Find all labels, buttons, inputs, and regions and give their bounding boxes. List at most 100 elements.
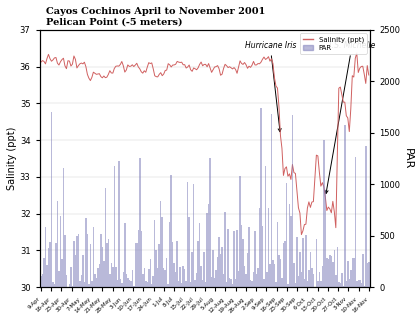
- Bar: [147, 282, 148, 287]
- Bar: [287, 284, 289, 287]
- Bar: [193, 184, 194, 287]
- Bar: [133, 286, 134, 287]
- Bar: [332, 263, 333, 287]
- Bar: [130, 282, 131, 287]
- Bar: [359, 280, 360, 287]
- Bar: [84, 282, 85, 287]
- Bar: [173, 264, 175, 287]
- Bar: [350, 270, 352, 287]
- Bar: [94, 274, 96, 287]
- Bar: [234, 231, 235, 287]
- Bar: [190, 282, 192, 287]
- Bar: [120, 279, 121, 287]
- Bar: [215, 270, 217, 287]
- Bar: [137, 230, 139, 287]
- Bar: [364, 286, 365, 287]
- Bar: [241, 225, 242, 287]
- Bar: [199, 223, 200, 287]
- Bar: [157, 268, 158, 287]
- Bar: [97, 268, 99, 287]
- Bar: [200, 266, 202, 287]
- Bar: [42, 274, 43, 287]
- Bar: [322, 266, 323, 287]
- Bar: [124, 223, 126, 287]
- Bar: [291, 115, 293, 287]
- Bar: [148, 269, 150, 287]
- Bar: [73, 241, 75, 287]
- Bar: [155, 250, 157, 287]
- Bar: [242, 239, 244, 287]
- Bar: [49, 241, 51, 287]
- Bar: [245, 274, 247, 287]
- Bar: [257, 268, 259, 287]
- Bar: [368, 262, 370, 287]
- Bar: [272, 260, 274, 287]
- Text: Cayos Cochinos April to November 2001
Pelican Point (-5 meters): Cayos Cochinos April to November 2001 Pe…: [46, 7, 265, 26]
- Bar: [308, 271, 310, 287]
- Bar: [46, 265, 48, 287]
- Bar: [194, 280, 196, 287]
- Bar: [203, 252, 205, 287]
- Bar: [213, 250, 214, 287]
- Bar: [154, 221, 155, 287]
- Bar: [91, 281, 93, 287]
- Bar: [220, 254, 221, 287]
- Bar: [150, 259, 151, 287]
- Bar: [286, 183, 287, 287]
- Y-axis label: PAR: PAR: [403, 148, 413, 169]
- Bar: [232, 284, 234, 287]
- Bar: [367, 263, 368, 287]
- Bar: [105, 188, 106, 287]
- Bar: [40, 276, 42, 287]
- Bar: [100, 234, 102, 287]
- Bar: [158, 244, 160, 287]
- Bar: [102, 247, 103, 287]
- Bar: [85, 218, 87, 287]
- Bar: [248, 227, 250, 287]
- Bar: [178, 282, 179, 287]
- Bar: [118, 161, 120, 287]
- Bar: [108, 239, 109, 287]
- Bar: [82, 256, 84, 287]
- Bar: [103, 261, 105, 287]
- Bar: [263, 279, 265, 287]
- Bar: [290, 216, 291, 287]
- Bar: [160, 201, 161, 287]
- Bar: [253, 272, 254, 287]
- Bar: [106, 243, 108, 287]
- Bar: [296, 237, 298, 287]
- Bar: [295, 282, 296, 287]
- Bar: [360, 283, 362, 287]
- Bar: [269, 264, 271, 287]
- Bar: [352, 258, 353, 287]
- Bar: [251, 282, 253, 287]
- Bar: [185, 281, 187, 287]
- Bar: [354, 157, 356, 287]
- Bar: [280, 259, 281, 287]
- Bar: [78, 234, 79, 287]
- Bar: [274, 264, 275, 287]
- Text: T.S. Michelle: T.S. Michelle: [325, 41, 376, 194]
- Bar: [266, 272, 268, 287]
- Bar: [339, 283, 341, 287]
- Bar: [72, 286, 73, 287]
- Bar: [349, 279, 350, 287]
- Legend: Salinity (ppt), PAR: Salinity (ppt), PAR: [300, 33, 367, 54]
- Bar: [223, 273, 224, 287]
- Bar: [262, 226, 263, 287]
- Bar: [121, 283, 123, 287]
- Bar: [189, 218, 190, 287]
- Bar: [338, 282, 339, 287]
- Bar: [165, 270, 166, 287]
- Bar: [172, 242, 173, 287]
- Bar: [329, 255, 331, 287]
- Bar: [55, 243, 57, 287]
- Bar: [347, 261, 349, 287]
- Bar: [141, 231, 142, 287]
- Bar: [323, 140, 325, 287]
- Bar: [224, 213, 226, 287]
- Bar: [64, 235, 66, 287]
- Bar: [343, 286, 344, 287]
- Bar: [362, 254, 364, 287]
- Bar: [161, 217, 163, 287]
